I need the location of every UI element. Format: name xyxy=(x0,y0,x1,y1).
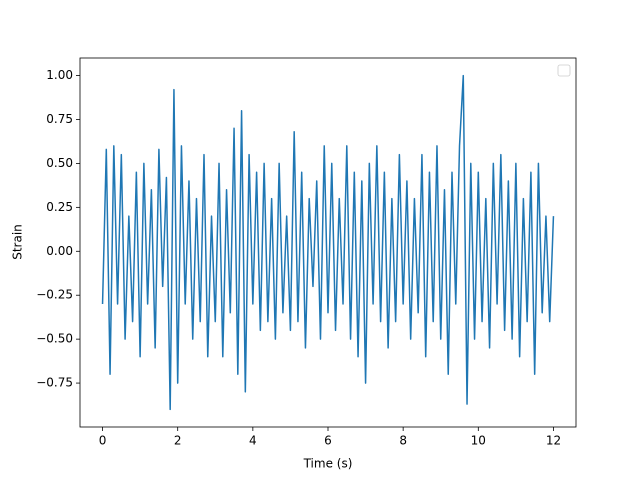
x-tick-label: 2 xyxy=(174,434,182,448)
y-tick-label: 0.00 xyxy=(46,244,73,258)
x-tick-label: 12 xyxy=(546,434,561,448)
signal-line xyxy=(101,74,555,411)
axes-frame xyxy=(79,57,577,428)
x-tick-label: 6 xyxy=(324,434,332,448)
x-tick-label: 10 xyxy=(471,434,486,448)
x-tick-label: 8 xyxy=(399,434,407,448)
x-axis-label: Time (s) xyxy=(303,457,353,471)
y-tick-label: −0.75 xyxy=(36,376,73,390)
y-axis-label: Strain xyxy=(11,224,25,260)
y-tick-label: 0.25 xyxy=(46,200,73,214)
y-tick-label: 1.00 xyxy=(46,68,73,82)
y-tick-label: 0.50 xyxy=(46,156,73,170)
y-tick-label: −0.25 xyxy=(36,288,73,302)
y-tick-label: 0.75 xyxy=(46,112,73,126)
x-tick-label: 0 xyxy=(99,434,107,448)
legend-box xyxy=(557,64,571,77)
x-tick-label: 4 xyxy=(249,434,257,448)
y-tick-label: −0.50 xyxy=(36,332,73,346)
